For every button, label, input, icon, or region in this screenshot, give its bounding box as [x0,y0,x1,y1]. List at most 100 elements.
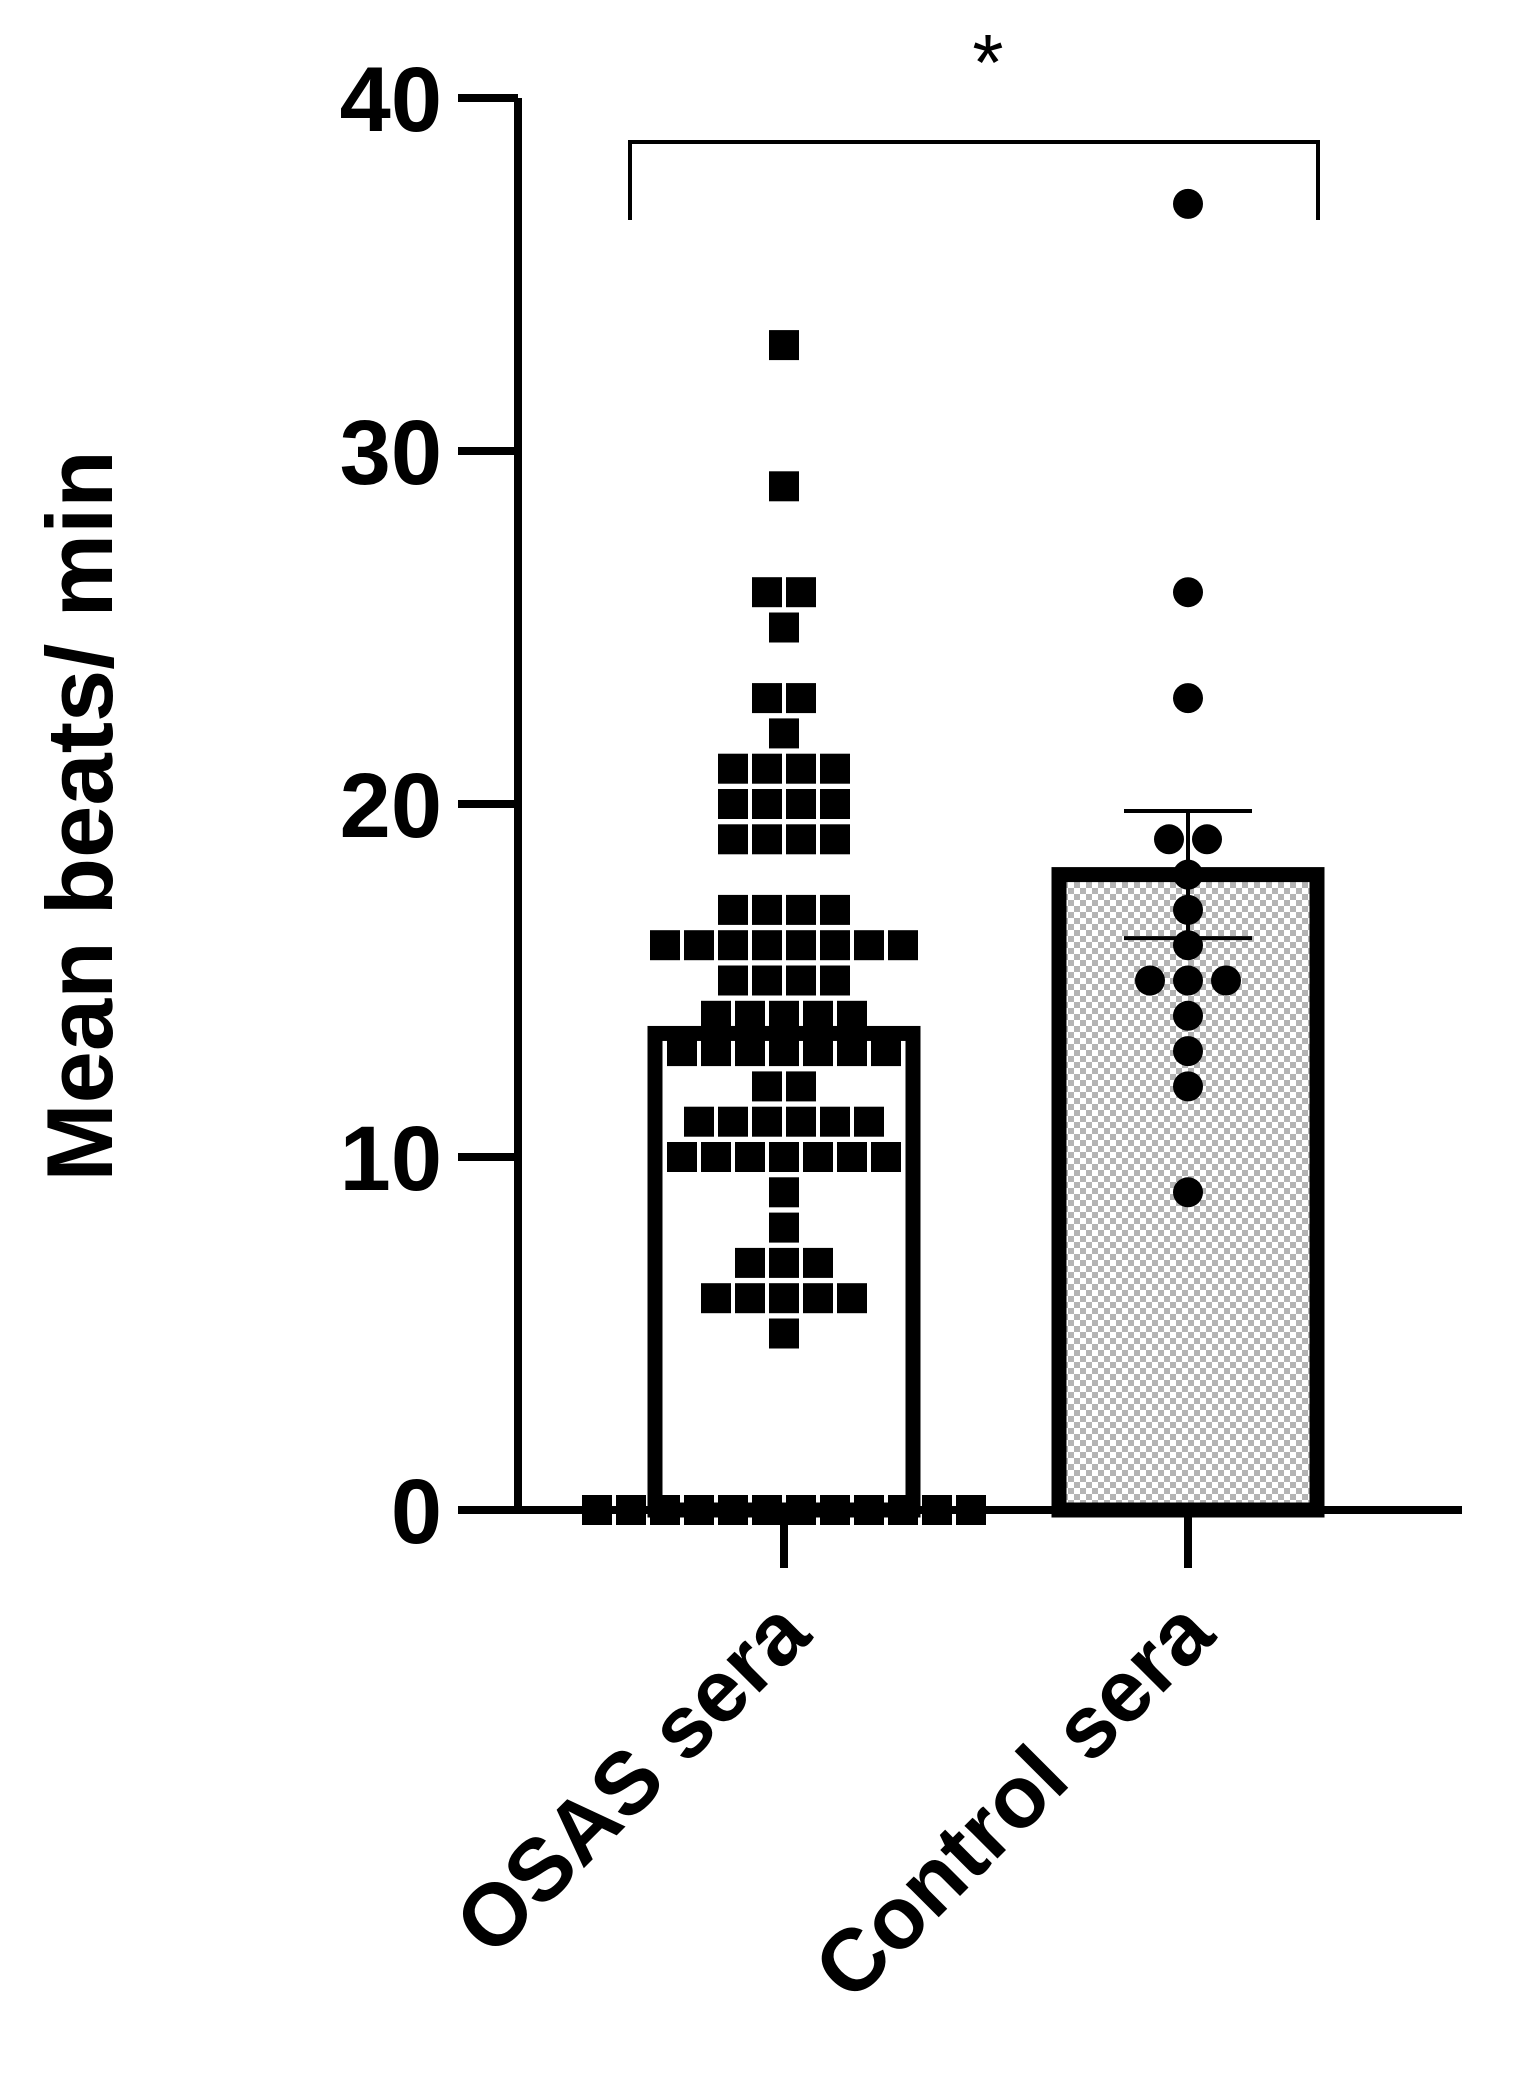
data-point [786,824,816,855]
data-point [735,1000,765,1031]
data-point [837,1036,867,1067]
data-point [1173,1177,1203,1208]
data-point [786,577,816,608]
significance-label: * [972,18,1003,107]
data-point [769,1177,799,1208]
data-point [769,1247,799,1278]
data-point [803,1000,833,1031]
points-layer [582,188,1252,1525]
data-point [769,1000,799,1031]
data-point [1135,965,1165,996]
data-point [718,965,748,996]
data-point [769,1212,799,1243]
data-point [752,683,782,714]
data-point [1173,965,1203,996]
data-point [820,930,850,961]
significance-layer: * [628,18,1320,220]
data-point [786,1071,816,1102]
data-point [820,824,850,855]
data-point [803,1283,833,1314]
x-tick-label: Control sera [795,1581,1232,2018]
x-tick-label: OSAS sera [436,1581,828,1973]
data-point [803,1142,833,1172]
data-point [1173,1036,1203,1067]
data-point [803,1036,833,1067]
data-point [820,789,850,819]
data-point [786,965,816,996]
data-point [837,1142,867,1172]
data-point [718,789,748,819]
data-point [769,1283,799,1314]
data-point [667,1142,697,1172]
data-point [837,1000,867,1031]
data-point [854,930,884,961]
data-point [786,930,816,961]
data-point [735,1036,765,1067]
data-point [752,930,782,961]
y-tick-label: 20 [340,755,442,857]
data-point [735,1283,765,1314]
data-point [752,824,782,855]
data-point [1154,824,1184,855]
data-point [769,471,799,502]
data-point [1173,1071,1203,1102]
data-point [718,930,748,961]
data-point [735,1142,765,1172]
data-point [701,1000,731,1031]
y-tick-label: 10 [340,1108,442,1210]
data-point [718,824,748,855]
data-point [752,894,782,925]
data-point [1173,188,1203,219]
data-point [752,753,782,784]
data-point [786,753,816,784]
data-point [752,965,782,996]
data-point [820,894,850,925]
data-point [837,1283,867,1314]
data-point [871,1036,901,1067]
data-point [786,683,816,714]
data-point [735,1247,765,1278]
data-point [701,1036,731,1067]
data-point [752,1071,782,1102]
data-point [769,718,799,749]
significance-bracket [628,140,1320,220]
data-point [684,1106,714,1137]
data-point [1192,824,1222,855]
data-point [701,1283,731,1314]
data-point [871,1142,901,1172]
data-point [786,1106,816,1137]
data-point [820,1106,850,1137]
data-point [820,753,850,784]
data-point [1173,577,1203,608]
data-point [786,789,816,819]
data-point [769,1036,799,1067]
y-tick-label: 0 [391,1461,442,1563]
data-point [718,894,748,925]
data-point [1173,683,1203,714]
data-point [667,1036,697,1067]
data-point [820,965,850,996]
data-point [650,930,680,961]
data-point [769,612,799,643]
data-point [854,1106,884,1137]
data-point [1211,965,1241,996]
data-point [1173,1000,1203,1031]
data-point [786,894,816,925]
data-point [769,1318,799,1349]
data-point [718,1106,748,1137]
y-tick-label: 40 [340,49,442,151]
data-point [701,1142,731,1172]
data-point [888,930,918,961]
data-point [752,577,782,608]
y-axis-title: Mean beats/ min [27,450,132,1181]
data-point [718,753,748,784]
data-point [752,1106,782,1137]
data-point [684,930,714,961]
data-point [752,789,782,819]
data-point [769,1142,799,1172]
y-tick-label: 30 [340,402,442,504]
data-point [803,1247,833,1278]
data-point [769,330,799,361]
